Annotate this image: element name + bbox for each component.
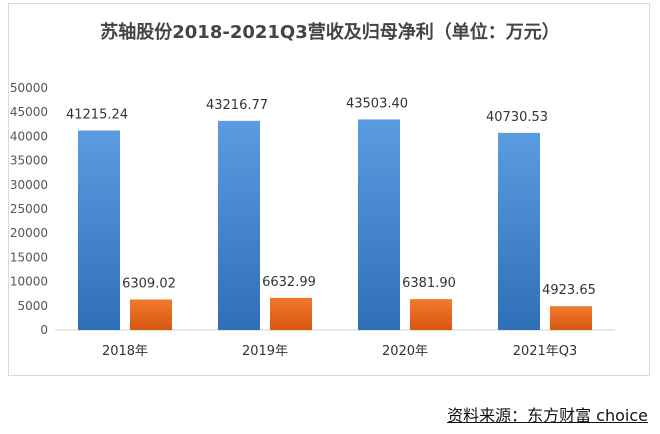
revenue-data-label: 43503.40	[346, 96, 408, 111]
y-tick-label: 15000	[10, 250, 48, 264]
source-value: 东方财富 choice	[527, 406, 648, 425]
net-profit-data-label: 6309.02	[122, 276, 176, 291]
y-tick-label: 25000	[10, 202, 48, 216]
x-tick-label: 2021年Q3	[513, 344, 578, 359]
y-tick-label: 40000	[10, 129, 48, 143]
revenue-bar	[218, 120, 260, 330]
y-tick-label: 35000	[10, 154, 48, 168]
revenue-data-label: 40730.53	[486, 110, 548, 125]
revenue-data-label: 43216.77	[206, 98, 268, 113]
y-tick-label: 10000	[10, 275, 48, 289]
net-profit-bar	[410, 299, 452, 330]
source-label: 资料来源：	[447, 406, 528, 425]
chart-title: 苏轴股份2018-2021Q3营收及归母净利（单位：万元）	[100, 21, 560, 43]
net-profit-data-label: 4923.65	[542, 283, 596, 298]
data-labels: 41215.24 6309.02 43216.77 6632.99 43503.40 63…	[66, 96, 596, 298]
x-tick-label: 2018年	[102, 344, 148, 359]
y-tick-label: 30000	[10, 178, 48, 192]
net-profit-bar	[130, 299, 172, 330]
source-note: 资料来源：东方财富 choice	[447, 402, 648, 426]
x-tick-label: 2020年	[382, 344, 428, 359]
revenue-data-label: 41215.24	[66, 108, 128, 123]
y-axis: 0 5000 10000 15000 20000 25000 30000 35000 40000…	[10, 81, 48, 337]
net-profit-bar	[550, 306, 592, 330]
y-tick-label: 20000	[10, 226, 48, 240]
net-profit-data-label: 6632.99	[262, 275, 316, 290]
net-profit-data-label: 6381.90	[402, 276, 456, 291]
bars	[78, 119, 592, 330]
y-tick-label: 0	[40, 323, 48, 337]
x-axis: 2018年 2019年 2020年 2021年Q3	[55, 329, 615, 359]
net-profit-bar	[270, 297, 312, 330]
y-tick-label: 50000	[10, 81, 48, 95]
y-tick-label: 5000	[17, 299, 48, 313]
y-tick-label: 45000	[10, 105, 48, 119]
x-tick-label: 2019年	[242, 344, 288, 359]
revenue-bar	[78, 130, 120, 330]
revenue-bar	[498, 132, 540, 330]
revenue-bar	[358, 119, 400, 330]
